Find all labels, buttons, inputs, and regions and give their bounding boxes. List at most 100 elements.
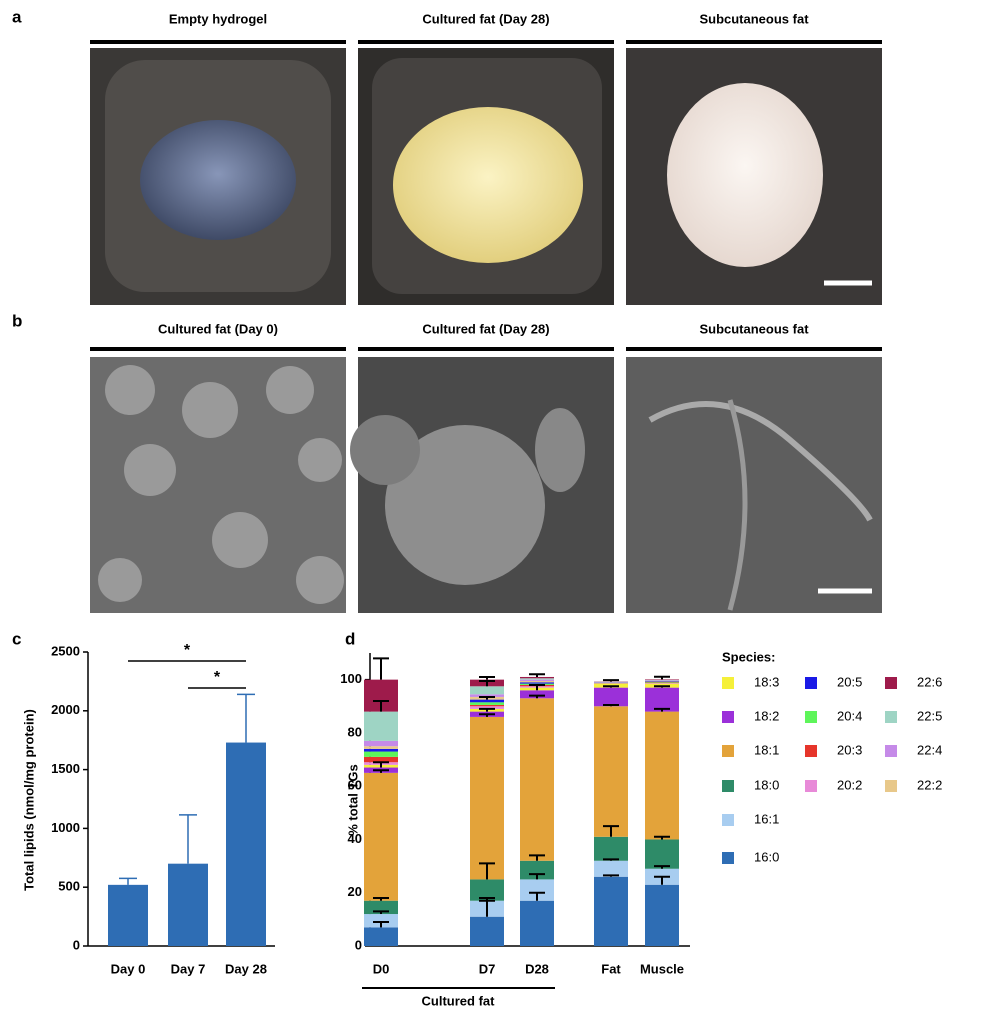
error-bar bbox=[654, 675, 670, 680]
error-bar bbox=[529, 891, 545, 901]
bar-segment bbox=[364, 900, 398, 915]
error-bar bbox=[654, 707, 670, 712]
error-bar bbox=[479, 713, 495, 717]
bar-segment bbox=[645, 680, 679, 682]
panel-letter: c bbox=[12, 629, 21, 648]
legend-swatch bbox=[722, 814, 734, 826]
error-bar bbox=[373, 769, 389, 773]
panel-letter: d bbox=[345, 629, 355, 648]
y-tick-label: 20 bbox=[348, 884, 362, 899]
bar-segment bbox=[594, 687, 628, 707]
y-tick-label: 100 bbox=[340, 671, 362, 686]
error-bar bbox=[529, 673, 545, 677]
bar-segment bbox=[520, 679, 554, 681]
bar-segment bbox=[645, 679, 679, 681]
legend-label: 16:0 bbox=[754, 849, 779, 864]
bar-segment bbox=[645, 682, 679, 683]
legend-swatch bbox=[805, 711, 817, 723]
y-axis-label: Total lipids (nmol/mg protein) bbox=[21, 709, 36, 891]
legend-swatch bbox=[885, 780, 897, 792]
error-bar bbox=[479, 897, 495, 901]
bar-segment bbox=[520, 682, 554, 684]
legend-title: Species: bbox=[722, 649, 775, 664]
photo-title: Subcutaneous fat bbox=[699, 11, 809, 26]
group-label: Cultured fat bbox=[422, 993, 496, 1008]
error-bar bbox=[119, 877, 137, 885]
legend-label: 20:2 bbox=[837, 777, 862, 792]
bar-segment bbox=[594, 706, 628, 837]
bar-segment bbox=[645, 681, 679, 683]
legend-swatch bbox=[805, 745, 817, 757]
bar-segment bbox=[470, 704, 504, 707]
error-bar bbox=[179, 814, 197, 864]
bar-segment bbox=[364, 914, 398, 928]
legend-label: 20:5 bbox=[837, 674, 862, 689]
bar-segment bbox=[594, 876, 628, 946]
bar-segment bbox=[470, 716, 504, 880]
bar-segment bbox=[645, 683, 679, 684]
bar-segment bbox=[520, 690, 554, 699]
error-bar bbox=[529, 873, 545, 880]
error-bar bbox=[373, 657, 389, 680]
error-bar bbox=[529, 854, 545, 861]
bar-segment bbox=[645, 839, 679, 869]
y-tick-label: 500 bbox=[58, 879, 80, 894]
bar-segment bbox=[520, 676, 554, 679]
bar-segment bbox=[364, 746, 398, 749]
bar-segment bbox=[470, 702, 504, 705]
y-tick-label: 2500 bbox=[51, 643, 80, 658]
x-tick-label: Day 0 bbox=[111, 961, 146, 976]
bar-segment bbox=[520, 879, 554, 901]
bar-segment bbox=[520, 680, 554, 683]
error-bar bbox=[603, 679, 619, 682]
error-bar bbox=[529, 683, 545, 691]
legend-swatch bbox=[722, 745, 734, 757]
legend-swatch bbox=[805, 780, 817, 792]
error-bar bbox=[373, 910, 389, 915]
error-bar bbox=[603, 703, 619, 707]
bar-segment bbox=[470, 699, 504, 703]
photo-title: Cultured fat (Day 28) bbox=[422, 11, 549, 26]
legend-label: 20:4 bbox=[837, 708, 862, 723]
error-bar bbox=[603, 858, 619, 861]
legend-label: 18:3 bbox=[754, 674, 779, 689]
bar-segment bbox=[364, 711, 398, 741]
error-bar bbox=[479, 695, 495, 700]
y-tick-label: 80 bbox=[348, 724, 362, 739]
error-bar bbox=[373, 699, 389, 712]
legend-swatch bbox=[885, 711, 897, 723]
bar-segment bbox=[645, 682, 679, 684]
bar bbox=[168, 863, 208, 946]
legend-swatch bbox=[805, 677, 817, 689]
error-bar bbox=[654, 685, 670, 688]
bar bbox=[108, 884, 148, 946]
bar-segment bbox=[520, 698, 554, 861]
bar-segment bbox=[470, 879, 504, 901]
error-bar bbox=[654, 865, 670, 869]
legend-swatch bbox=[885, 677, 897, 689]
bar-segment bbox=[594, 860, 628, 877]
x-tick-label: D28 bbox=[525, 961, 549, 976]
error-bar bbox=[373, 921, 389, 928]
legend-label: 22:5 bbox=[917, 708, 942, 723]
error-bar bbox=[479, 675, 495, 680]
photo-title: Subcutaneous fat bbox=[699, 321, 809, 336]
bar-segment bbox=[520, 900, 554, 946]
y-axis-label: % total TGs bbox=[345, 764, 360, 836]
photo-title: Cultured fat (Day 28) bbox=[422, 321, 549, 336]
error-bar bbox=[529, 694, 545, 699]
error-bar bbox=[479, 679, 495, 687]
error-bar bbox=[479, 862, 495, 880]
bar-segment bbox=[364, 748, 398, 752]
significance-label: * bbox=[214, 669, 221, 686]
legend-label: 18:2 bbox=[754, 708, 779, 723]
bar-segment bbox=[364, 751, 398, 757]
legend-swatch bbox=[722, 711, 734, 723]
bar bbox=[226, 742, 266, 946]
y-tick-label: 0 bbox=[73, 937, 80, 952]
bar-segment bbox=[645, 679, 679, 680]
legend-label: 16:1 bbox=[754, 811, 779, 826]
y-tick-label: 1000 bbox=[51, 820, 80, 835]
x-tick-label: Day 28 bbox=[225, 961, 267, 976]
